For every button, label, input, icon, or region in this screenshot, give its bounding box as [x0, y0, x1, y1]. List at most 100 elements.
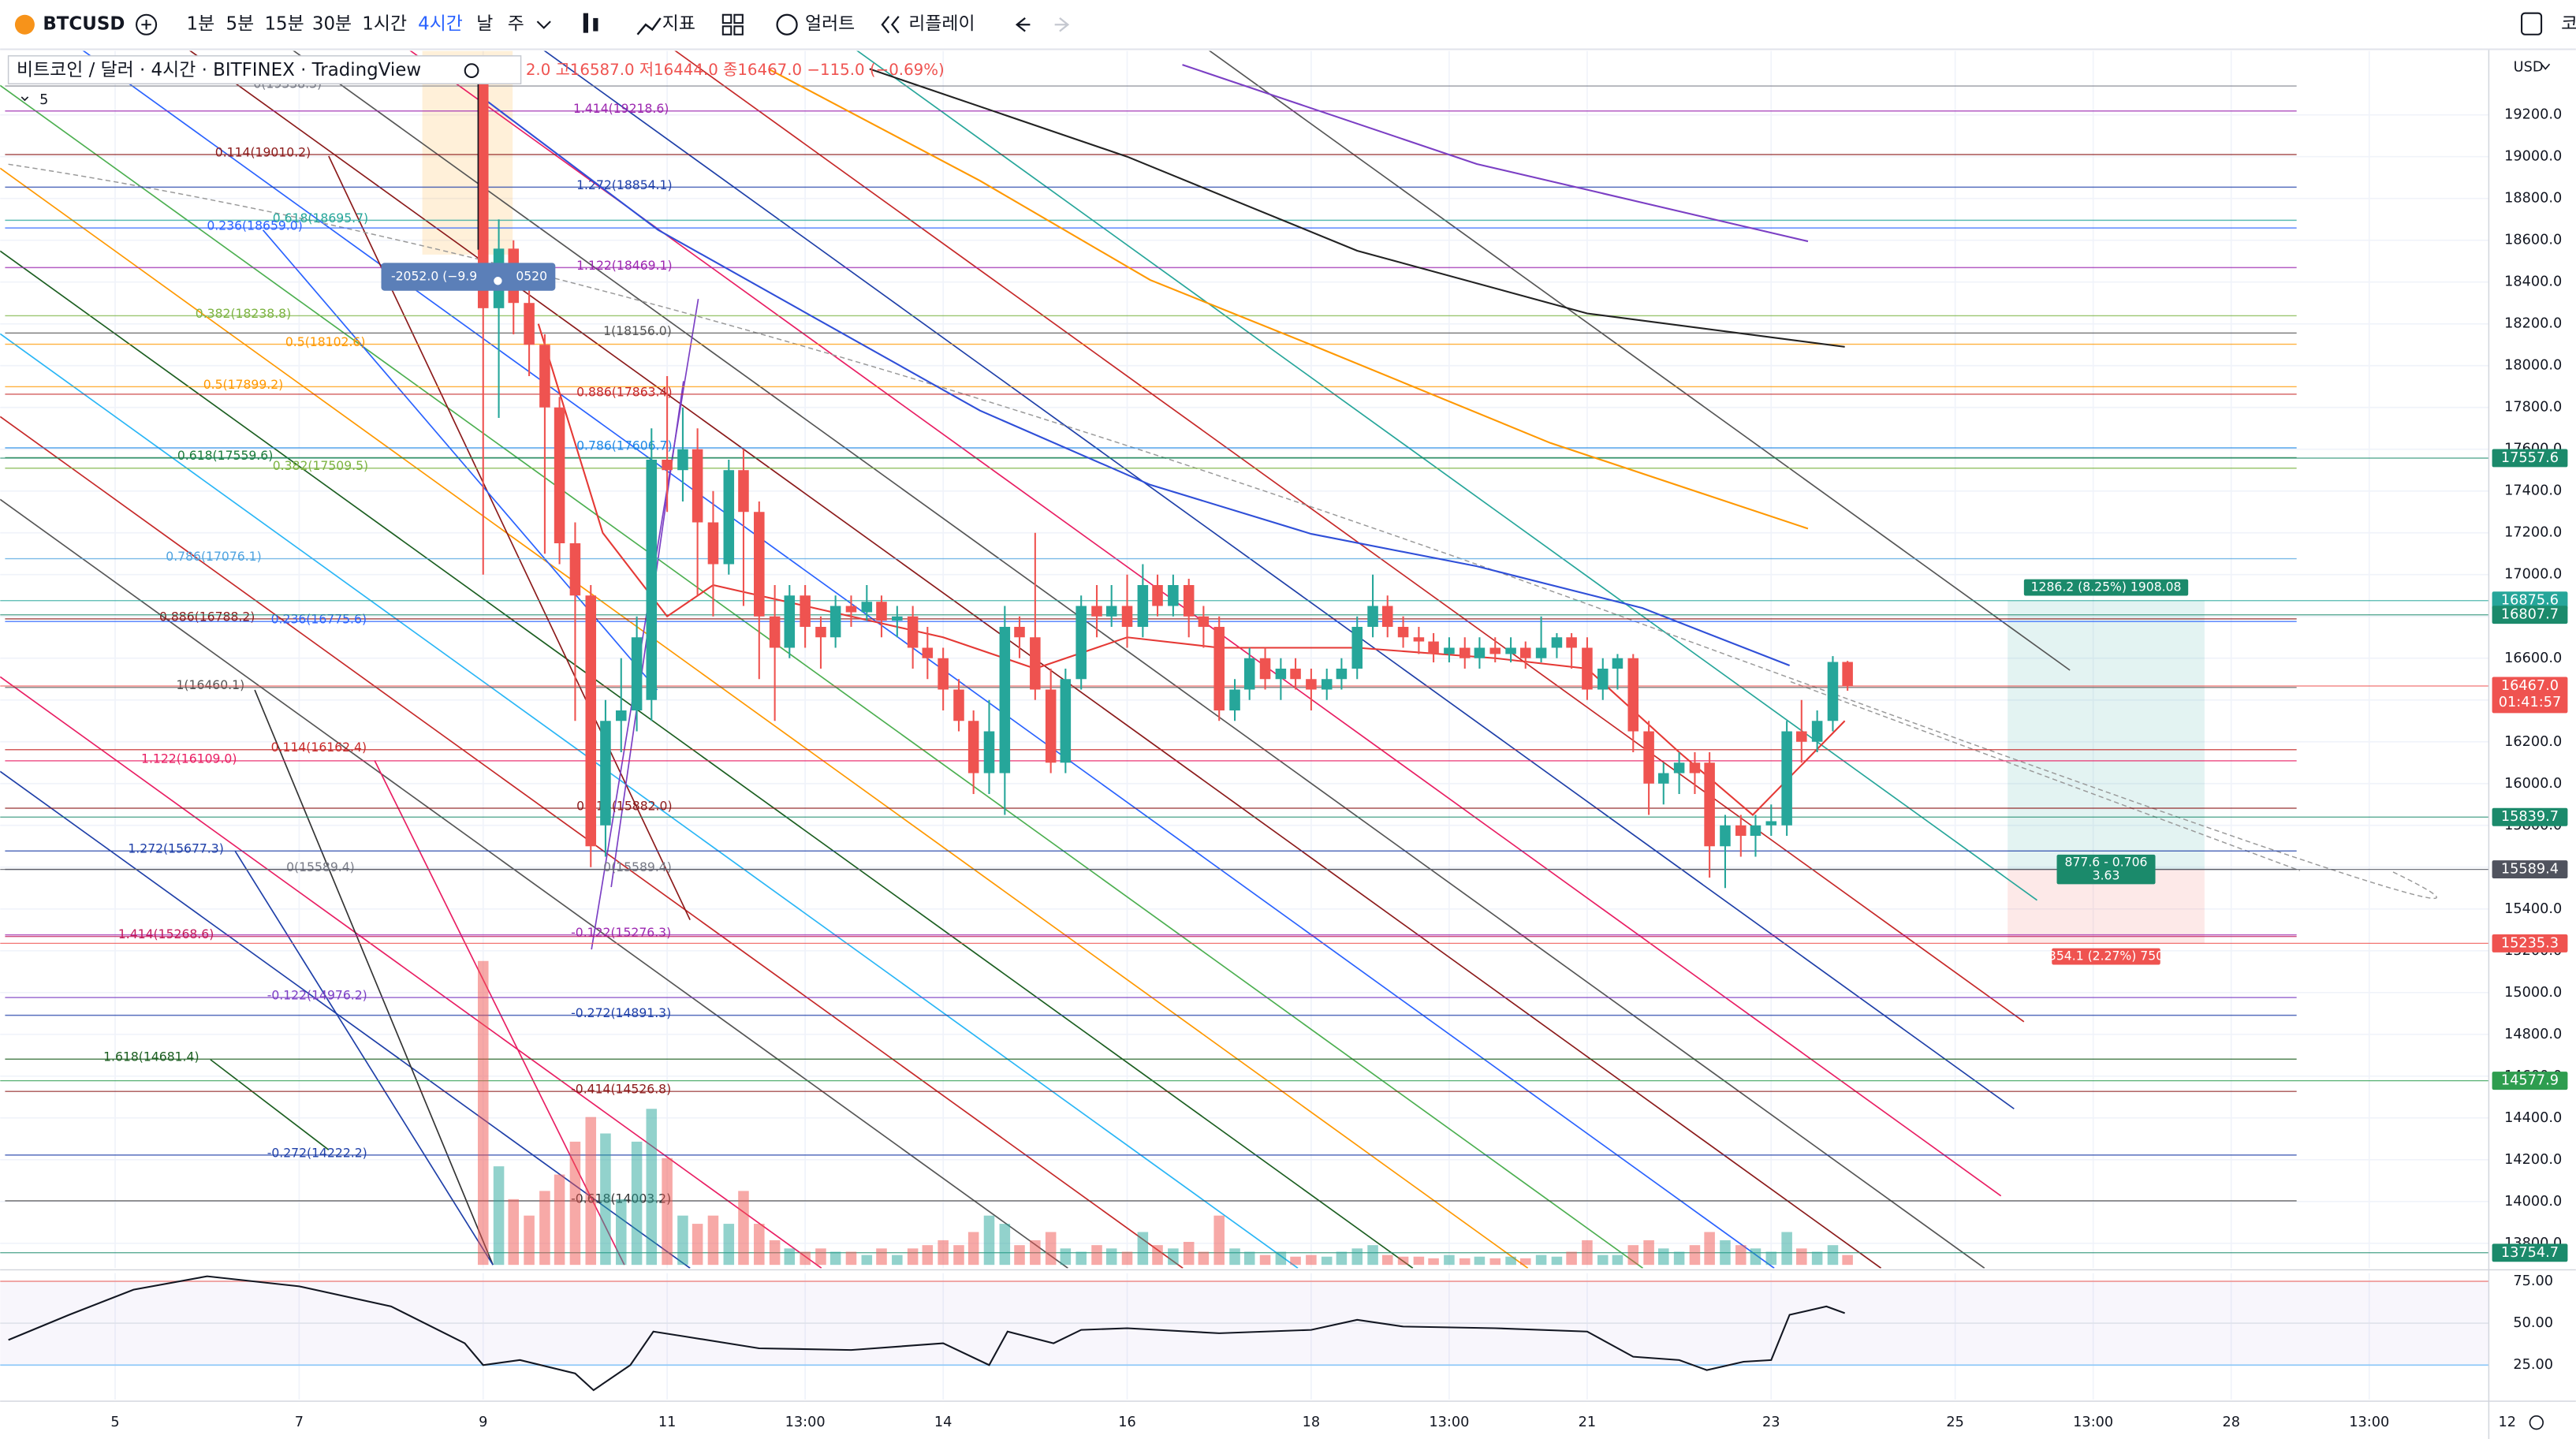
candle-body	[1121, 606, 1133, 628]
axes: USD 19200.0 19000.0 18800.0 18600.0 18400.0 1…	[0, 49, 2576, 1439]
interval-button[interactable]: 30분	[312, 14, 352, 35]
symbol[interactable]: BTCUSD	[43, 14, 125, 35]
position-entry-label: 877.6 - 0.706	[2065, 856, 2148, 870]
x-tick-label: 16	[1118, 1415, 1136, 1430]
volume-bar	[569, 1141, 581, 1266]
candle-body	[1428, 641, 1439, 654]
volume-bar	[1381, 1254, 1393, 1266]
y-tick-label: 14400.0	[2504, 1110, 2562, 1126]
volume-bar	[1121, 1251, 1133, 1266]
volume-bar	[861, 1254, 873, 1266]
volume-bar	[1137, 1232, 1149, 1266]
volume-bar	[1551, 1256, 1563, 1266]
panel-icon[interactable]	[2521, 12, 2543, 35]
candle-body	[1183, 584, 1195, 617]
undo-button[interactable]	[1015, 17, 1031, 32]
interval-button[interactable]: 15분	[264, 14, 304, 35]
candle-body	[784, 595, 796, 648]
candle-body	[876, 602, 887, 621]
volume-bar	[1076, 1251, 1087, 1266]
volume-bar	[646, 1109, 658, 1266]
volume-bar	[784, 1248, 796, 1266]
volume-bar	[967, 1232, 979, 1266]
chart-type-icon[interactable]	[583, 13, 588, 33]
compare-button[interactable]	[136, 13, 158, 35]
candle-body	[692, 449, 703, 523]
interval-button[interactable]: 주	[508, 14, 524, 35]
right-label[interactable]: 코	[2561, 14, 2576, 35]
price-badge	[2492, 1072, 2568, 1090]
price-axis-bg	[2488, 49, 2576, 1439]
candle-body	[815, 627, 826, 638]
y-tick-label: 16200.0	[2504, 734, 2562, 750]
candle-body	[646, 459, 658, 700]
interval-button[interactable]: 5분	[226, 14, 255, 35]
fib-label: -0.272(14222.2)	[267, 1146, 367, 1160]
trend-line	[543, 50, 2015, 1109]
y-tick-label: 17800.0	[2504, 400, 2562, 416]
candle-body	[585, 595, 597, 847]
volume-bar	[1275, 1251, 1287, 1266]
fan-line	[374, 760, 625, 1266]
legend-title: 비트코인 / 달러 · 4시간 · BITFINEX · TradingView	[17, 60, 421, 80]
volume-bar	[815, 1248, 826, 1266]
price-badge-label: 14577.9	[2501, 1073, 2559, 1089]
moving-average	[1182, 64, 1809, 243]
interval-button[interactable]: 날	[476, 14, 493, 35]
settings-icon[interactable]	[2529, 1415, 2544, 1430]
candle-body	[1627, 658, 1639, 732]
interval-menu[interactable]	[536, 21, 551, 29]
candle-body	[1765, 821, 1777, 826]
measure-label: -2052.0 (−9.9	[391, 270, 477, 284]
legend-collapse[interactable]	[21, 96, 29, 102]
trend-line	[0, 333, 1299, 1269]
candle-body	[1259, 658, 1271, 680]
candle-body	[800, 595, 811, 628]
indicators-button[interactable]: 지표	[662, 14, 695, 35]
candle-body	[1243, 658, 1255, 690]
legend-ohlc: 2.0 고16587.0 저16444.0 종16467.0 −115.0 (−…	[526, 61, 945, 79]
volume-bar	[1444, 1254, 1455, 1266]
interval-button[interactable]: 1시간	[362, 14, 407, 35]
volume-bar	[1198, 1251, 1210, 1266]
x-tick-label: 5	[110, 1415, 119, 1430]
volume-bar	[845, 1251, 857, 1266]
volume-bar	[600, 1133, 611, 1266]
layout-icon[interactable]	[721, 13, 733, 24]
volume-bar	[1306, 1254, 1317, 1266]
volume-bar	[1535, 1254, 1547, 1266]
candle-body	[1582, 647, 1593, 690]
interval-button[interactable]: 1분	[187, 14, 215, 35]
volume-bar	[1597, 1254, 1609, 1266]
pitch-line	[591, 299, 699, 950]
fib-label: 0.382(17509.5)	[273, 459, 368, 473]
candle-body	[1827, 662, 1839, 721]
volume-bar	[1735, 1245, 1747, 1266]
alert-button[interactable]: 얼러트	[805, 14, 855, 35]
candle-body	[1045, 689, 1057, 763]
y-tick-label: 14000.0	[2504, 1194, 2562, 1210]
fib-label: 1.272(15677.3)	[128, 842, 223, 856]
volume-bar	[738, 1191, 749, 1266]
redo-button[interactable]	[1054, 17, 1070, 32]
price-badge-label: 16875.6	[2501, 593, 2559, 609]
candle-body	[1076, 606, 1087, 680]
replay-button[interactable]: 리플레이	[908, 14, 975, 35]
eye-icon[interactable]	[464, 63, 479, 78]
y-tick-label: 18800.0	[2504, 191, 2562, 207]
currency-label: USD	[2514, 59, 2544, 75]
candle-body	[1519, 647, 1531, 658]
trend-line	[189, 50, 1882, 1269]
measure-handle[interactable]	[492, 274, 504, 287]
symbol-icon	[14, 14, 35, 35]
candle-body	[1413, 637, 1425, 642]
position-entry-box	[2056, 854, 2156, 885]
fib-label: 0(15589.4)	[603, 860, 672, 874]
volume-bar	[1259, 1254, 1271, 1266]
dashed-line	[1790, 680, 2301, 871]
fib-label: 0.886(16788.2)	[159, 610, 255, 624]
trend-line	[0, 167, 1529, 1269]
volume-bar	[1582, 1240, 1593, 1266]
interval-button[interactable]: 4시간	[418, 14, 463, 35]
price-badge-label: 15589.4	[2501, 862, 2559, 878]
